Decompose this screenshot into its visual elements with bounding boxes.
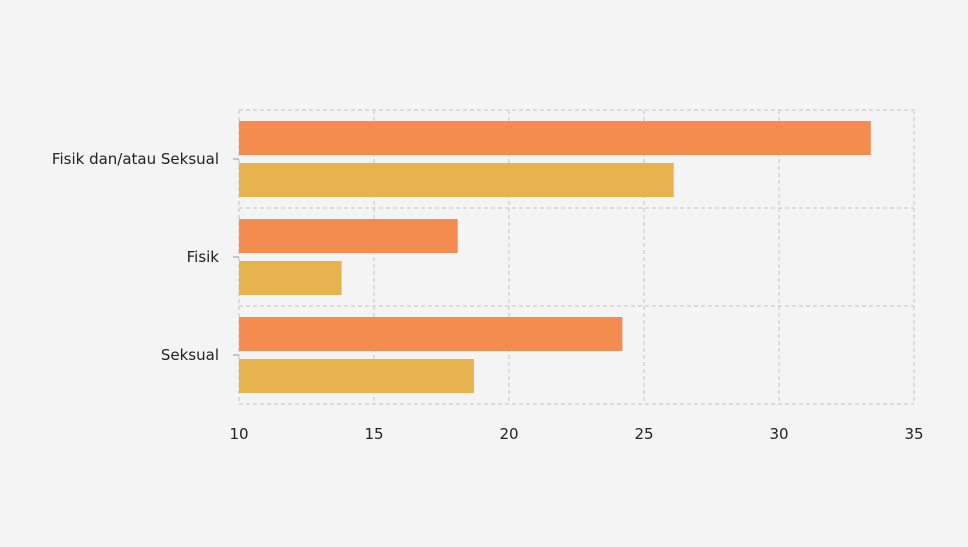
- x-tick-label: 30: [769, 425, 788, 443]
- x-tick-label: 15: [364, 425, 383, 443]
- bar-layer: [239, 121, 871, 393]
- bar-series2-2[interactable]: [239, 359, 474, 393]
- y-tick-label: Fisik: [187, 248, 220, 266]
- bar-series2-1[interactable]: [239, 261, 342, 295]
- x-tick-label: 25: [634, 425, 653, 443]
- y-tick-label: Fisik dan/atau Seksual: [52, 150, 219, 168]
- bar-series1-2[interactable]: [239, 317, 623, 351]
- x-tick-label: 10: [229, 425, 248, 443]
- bar-series1-0[interactable]: [239, 121, 871, 155]
- grid-layer: [238, 109, 915, 405]
- x-tick-label: 20: [499, 425, 518, 443]
- bar-series1-1[interactable]: [239, 219, 458, 253]
- bar-series2-0[interactable]: [239, 163, 674, 197]
- axis-layer: Fisik dan/atau Seksual Fisik Seksual 10 15 20…: [52, 150, 924, 443]
- x-tick-label: 35: [904, 425, 923, 443]
- y-tick-label: Seksual: [161, 346, 219, 364]
